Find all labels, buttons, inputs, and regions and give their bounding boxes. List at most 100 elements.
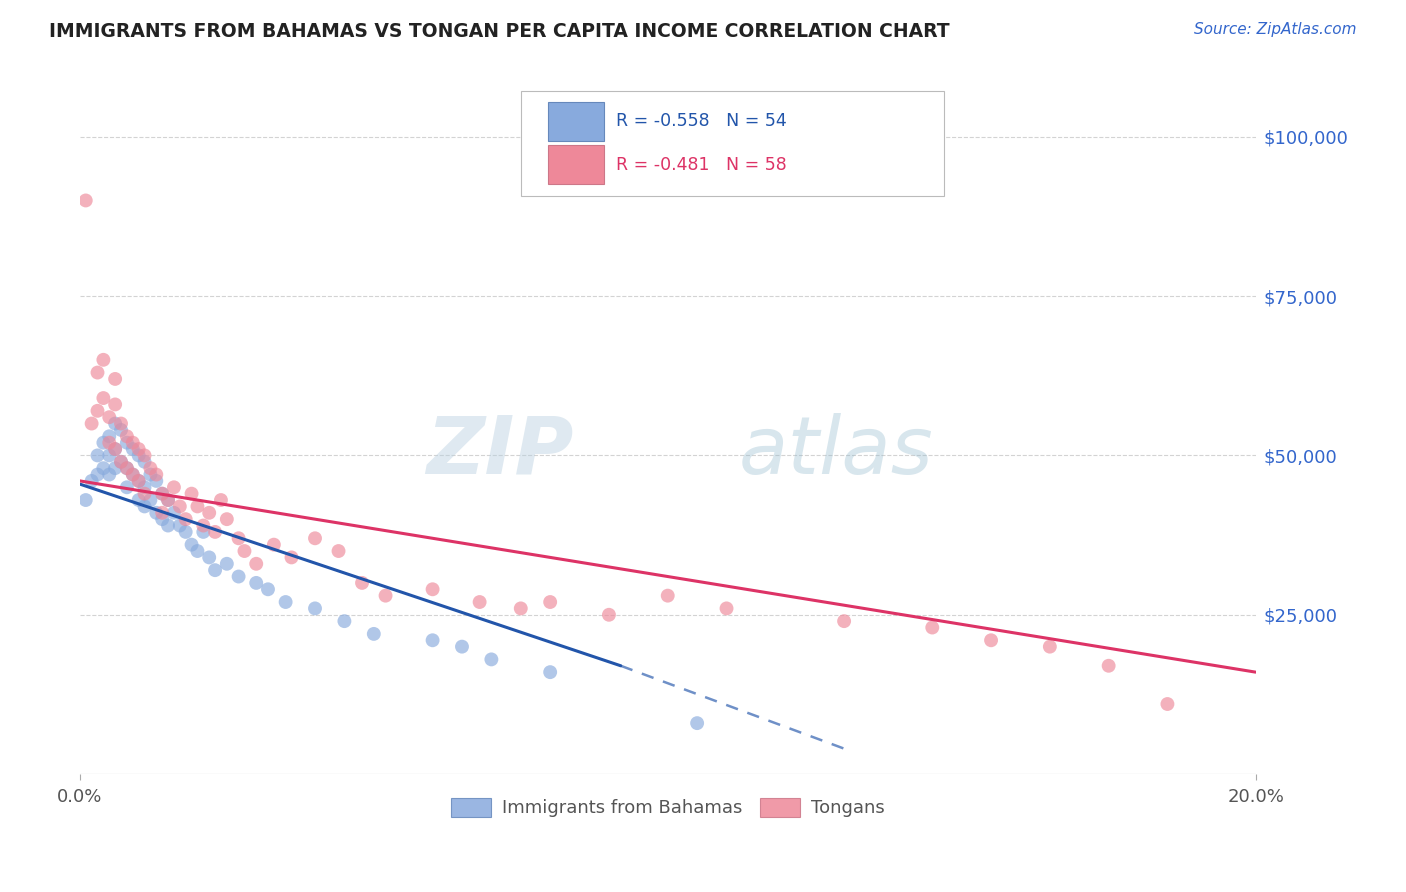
Point	[150, 486, 173, 500]
Point	[180, 538, 202, 552]
Point	[163, 506, 186, 520]
Text: R = -0.481   N = 58: R = -0.481 N = 58	[616, 156, 787, 174]
Point	[110, 423, 132, 437]
Point	[86, 449, 108, 463]
Point	[128, 493, 150, 508]
Point	[150, 506, 173, 520]
Text: IMMIGRANTS FROM BAHAMAS VS TONGAN PER CAPITA INCOME CORRELATION CHART: IMMIGRANTS FROM BAHAMAS VS TONGAN PER CA…	[49, 22, 950, 41]
Point	[139, 461, 162, 475]
Point	[98, 429, 121, 443]
Point	[304, 601, 326, 615]
Point	[304, 531, 326, 545]
Point	[104, 461, 127, 475]
Point	[451, 640, 474, 654]
Point	[115, 461, 138, 475]
Point	[98, 435, 121, 450]
Point	[274, 595, 297, 609]
Point	[121, 442, 143, 456]
Point	[104, 442, 127, 456]
Point	[509, 601, 531, 615]
Text: atlas: atlas	[738, 413, 934, 491]
Point	[121, 467, 143, 482]
Point	[150, 486, 173, 500]
Point	[134, 480, 156, 494]
Text: R = -0.558   N = 54: R = -0.558 N = 54	[616, 112, 787, 130]
Point	[193, 518, 215, 533]
Point	[157, 493, 180, 508]
Point	[157, 518, 180, 533]
Point	[110, 455, 132, 469]
FancyBboxPatch shape	[548, 145, 605, 184]
Point	[169, 500, 191, 514]
Point	[104, 442, 127, 456]
Point	[204, 524, 226, 539]
Point	[145, 467, 167, 482]
Point	[93, 352, 115, 367]
Point	[98, 449, 121, 463]
Point	[1039, 640, 1062, 654]
Point	[174, 512, 197, 526]
Point	[134, 455, 156, 469]
Point	[193, 524, 215, 539]
Point	[204, 563, 226, 577]
Point	[921, 621, 943, 635]
Point	[186, 544, 208, 558]
Point	[980, 633, 1002, 648]
Point	[422, 633, 444, 648]
Point	[598, 607, 620, 622]
Point	[280, 550, 302, 565]
Point	[363, 627, 385, 641]
Point	[233, 544, 256, 558]
Point	[128, 474, 150, 488]
Point	[245, 557, 267, 571]
Point	[104, 417, 127, 431]
Point	[186, 500, 208, 514]
Point	[657, 589, 679, 603]
Point	[110, 417, 132, 431]
Point	[352, 575, 374, 590]
Point	[128, 449, 150, 463]
Point	[134, 449, 156, 463]
Point	[209, 493, 232, 508]
Point	[180, 486, 202, 500]
Point	[139, 493, 162, 508]
Point	[75, 493, 97, 508]
Point	[139, 467, 162, 482]
Point	[228, 531, 250, 545]
Point	[157, 493, 180, 508]
Point	[115, 461, 138, 475]
Point	[716, 601, 738, 615]
Point	[215, 557, 238, 571]
Point	[93, 435, 115, 450]
Point	[228, 569, 250, 583]
Point	[115, 435, 138, 450]
Point	[422, 582, 444, 597]
Point	[98, 410, 121, 425]
Point	[86, 404, 108, 418]
Point	[121, 467, 143, 482]
Point	[468, 595, 491, 609]
Point	[150, 512, 173, 526]
Point	[145, 474, 167, 488]
Point	[86, 467, 108, 482]
Point	[832, 614, 855, 628]
Point	[163, 480, 186, 494]
Point	[86, 366, 108, 380]
Point	[104, 397, 127, 411]
Point	[198, 506, 221, 520]
Point	[1098, 658, 1121, 673]
Point	[145, 506, 167, 520]
Text: ZIP: ZIP	[426, 413, 574, 491]
Point	[98, 467, 121, 482]
Point	[198, 550, 221, 565]
Point	[115, 480, 138, 494]
Point	[80, 417, 103, 431]
Point	[174, 524, 197, 539]
Point	[93, 461, 115, 475]
Point	[115, 429, 138, 443]
Point	[263, 538, 285, 552]
Point	[328, 544, 350, 558]
Point	[75, 194, 97, 208]
Point	[110, 455, 132, 469]
Point	[93, 391, 115, 405]
